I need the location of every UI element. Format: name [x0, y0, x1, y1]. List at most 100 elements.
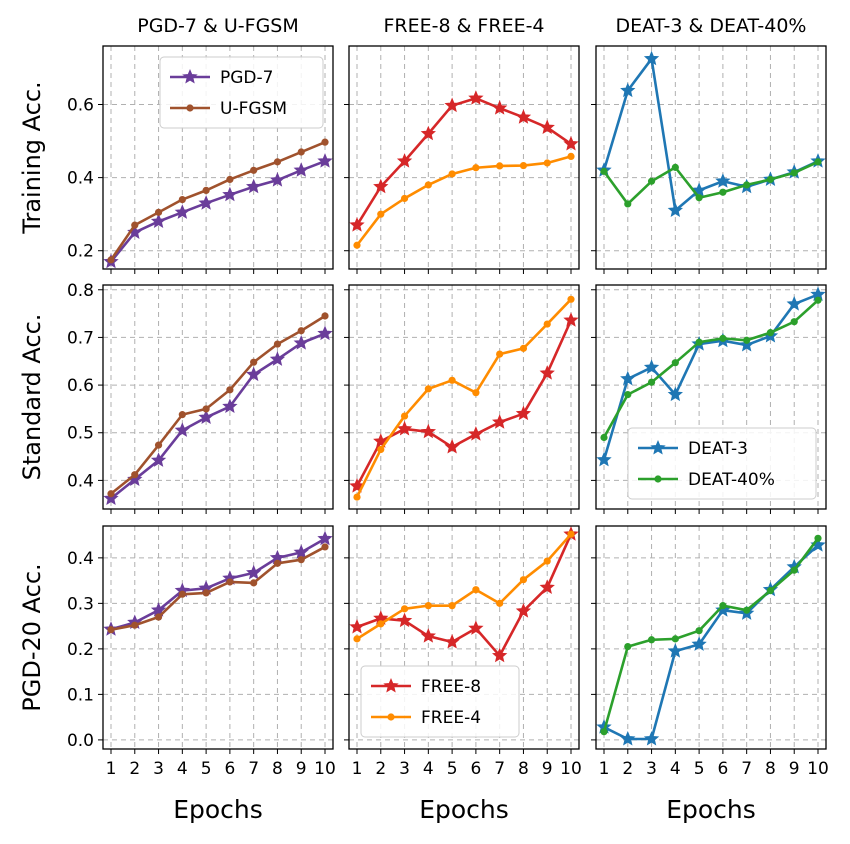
panel-r3-c3-series-2-point	[695, 627, 703, 635]
panel-r3-c3-series-2-point	[743, 606, 751, 614]
column-title-3: DEAT-3 & DEAT-40%	[616, 15, 807, 37]
x-tick-label: 3	[399, 759, 410, 779]
panel-r1-c1-series-1-line	[109, 159, 326, 263]
panel-r3-c2-series-2-point	[353, 635, 361, 643]
panel-r1-c1-series-1-point	[246, 178, 262, 194]
x-tick-label: 2	[622, 759, 633, 779]
panel-r3-c2-frame	[348, 525, 580, 750]
panel-r2-c3-series-1-line	[602, 293, 819, 461]
panel-r2-c3-series-1-point	[620, 370, 636, 386]
x-tick-label: 2	[375, 759, 386, 779]
panel-r3-c3-series-2-point	[814, 534, 822, 542]
panel-r2-c1-series-1-point	[150, 452, 167, 467]
panel-r2-c2-series-2-point	[377, 445, 385, 454]
panel-r1-c3-series-2-point	[719, 188, 727, 196]
panel-r3-c1-series-2-point	[178, 590, 186, 598]
panel-r1-c3-series-1-point	[715, 173, 731, 188]
x-tick-label: 1	[599, 759, 610, 779]
panel-r3-c2-series-2-point	[377, 620, 385, 628]
legend-label: DEAT-3	[688, 439, 748, 459]
panel-r3-c1-series-1-point	[246, 564, 262, 580]
panel-r2-c1-series-2-point	[178, 411, 186, 419]
panel-r2-c1-series-1-point	[246, 366, 262, 382]
y-tick-label: 0.1	[67, 685, 94, 705]
y-tick-label: 0.4	[67, 169, 94, 189]
panel-r3-c2-series-2-point	[424, 602, 432, 610]
panel-r1-c1-series-1-point	[150, 213, 167, 228]
panel-r2-c2-series-1-point	[563, 312, 579, 327]
panel-r1-c3-series-2-point	[671, 163, 679, 171]
x-tick-label: 1	[106, 759, 117, 779]
panel-r1-c3-series-2-point	[790, 169, 798, 177]
panel-r1-c2-series-1-point	[396, 153, 413, 168]
panel-r1-c2-series-1-point	[539, 119, 555, 135]
panel-r1-c3-series-1-point	[620, 82, 636, 98]
panel-r1-c2	[344, 45, 580, 274]
row-ylabel-1: Training Acc.	[18, 81, 46, 234]
panel-r3-c3-series-1-point	[810, 537, 826, 552]
panel-r2-c2-series-2-point	[567, 295, 575, 303]
panel-r3-c1	[98, 525, 334, 754]
x-tick-label: 9	[542, 759, 553, 779]
panel-r1-c2-series-1-point	[373, 178, 389, 194]
x-tick-label: 3	[646, 759, 657, 779]
panel-r2-c3-series-2-line	[602, 299, 819, 439]
panel-r1-c1-legend: PGD-7 U-FGSM	[159, 56, 324, 129]
panel-r2-c1-series-2-point	[321, 312, 329, 320]
panel-r3-c2-legend-box	[360, 665, 520, 738]
y-tick-label: 0.2	[67, 242, 94, 262]
panel-r2-c3-series-1-point	[643, 359, 660, 374]
panel-r1-c2-series-2-point	[543, 159, 551, 167]
panel-r2-c1-series-1-point	[293, 335, 309, 350]
x-axis-label-1: Epochs	[173, 795, 263, 824]
legend-label: PGD-7	[220, 68, 273, 88]
panel-r1-c3-series-2-point	[600, 167, 608, 175]
column-title-1: PGD-7 & U-FGSM	[137, 15, 299, 37]
panel-r2-c3-legend: DEAT-3 DEAT-40%	[627, 427, 817, 500]
panel-r1-c1-series-1-point	[198, 195, 214, 210]
panel-r2-c3-series-1-point	[786, 296, 802, 311]
panel-r1-c1-series-2-point	[202, 186, 210, 195]
panel-r1-c2-series-1-line	[355, 96, 572, 226]
panel-r2-c2-series-1-point	[492, 414, 508, 429]
panel-r1-c2-series-1-point	[515, 109, 532, 124]
panel-r2-c3-series-2-point	[766, 329, 775, 337]
panel-r1-c2-series-2-line	[355, 155, 572, 247]
panel-r1-c2-series-1-point	[563, 135, 579, 151]
legend-label: FREE-4	[421, 708, 481, 728]
panel-r3-c1-series-1-line	[110, 537, 326, 631]
legend-swatch-marker	[654, 475, 662, 483]
row-ylabel-3: PGD-20 Acc.	[18, 563, 46, 711]
panel-r1-c2-frame	[348, 45, 580, 270]
panel-r3-c3-series-2-point	[624, 643, 632, 651]
y-tick-label: 0.4	[67, 471, 94, 491]
panel-r2-c3-series-1-point	[667, 386, 683, 402]
panel-r1-c1-series-1-point	[174, 204, 190, 219]
x-tick-label: 7	[741, 759, 752, 779]
panel-r3-c2-series-1-point	[515, 603, 532, 618]
panel-r1-c1-series-1-point	[269, 172, 286, 187]
y-tick-label: 0.8	[67, 281, 94, 301]
panel-r3-c1-series-2-line	[110, 545, 326, 632]
panel-r1-c1-series-2-point	[321, 138, 329, 146]
panel-r2-c2-series-2-point	[400, 412, 409, 420]
panel-r3-c1-series-2-point	[154, 613, 163, 621]
panel-r1-c3-series-1-point	[667, 202, 683, 218]
panel-r2-c2-series-2-line	[355, 298, 572, 498]
x-tick-label: 4	[177, 759, 188, 779]
panel-r2-c2-series-1-point	[515, 405, 532, 421]
panel-r2-c2-series-1-point	[444, 438, 460, 454]
panel-r2-c2-series-1-point	[396, 420, 413, 436]
panel-r3-c3-series-2-line	[602, 537, 820, 733]
x-tick-label: 6	[470, 759, 481, 779]
panel-r1-c3-frame	[595, 45, 827, 270]
x-tick-label: 6	[717, 759, 728, 779]
panel-r1-c2-series-2-point	[496, 162, 504, 170]
panel-r3-c3-series-1-line	[603, 544, 819, 741]
panel-r2-c3-series-2-point	[719, 334, 727, 342]
panel-r1-c3-series-2-point	[743, 181, 751, 189]
legend-swatch-marker	[650, 439, 666, 455]
x-tick-label: 10	[807, 759, 829, 779]
panel-r3-c3-series-2-point	[766, 587, 775, 595]
